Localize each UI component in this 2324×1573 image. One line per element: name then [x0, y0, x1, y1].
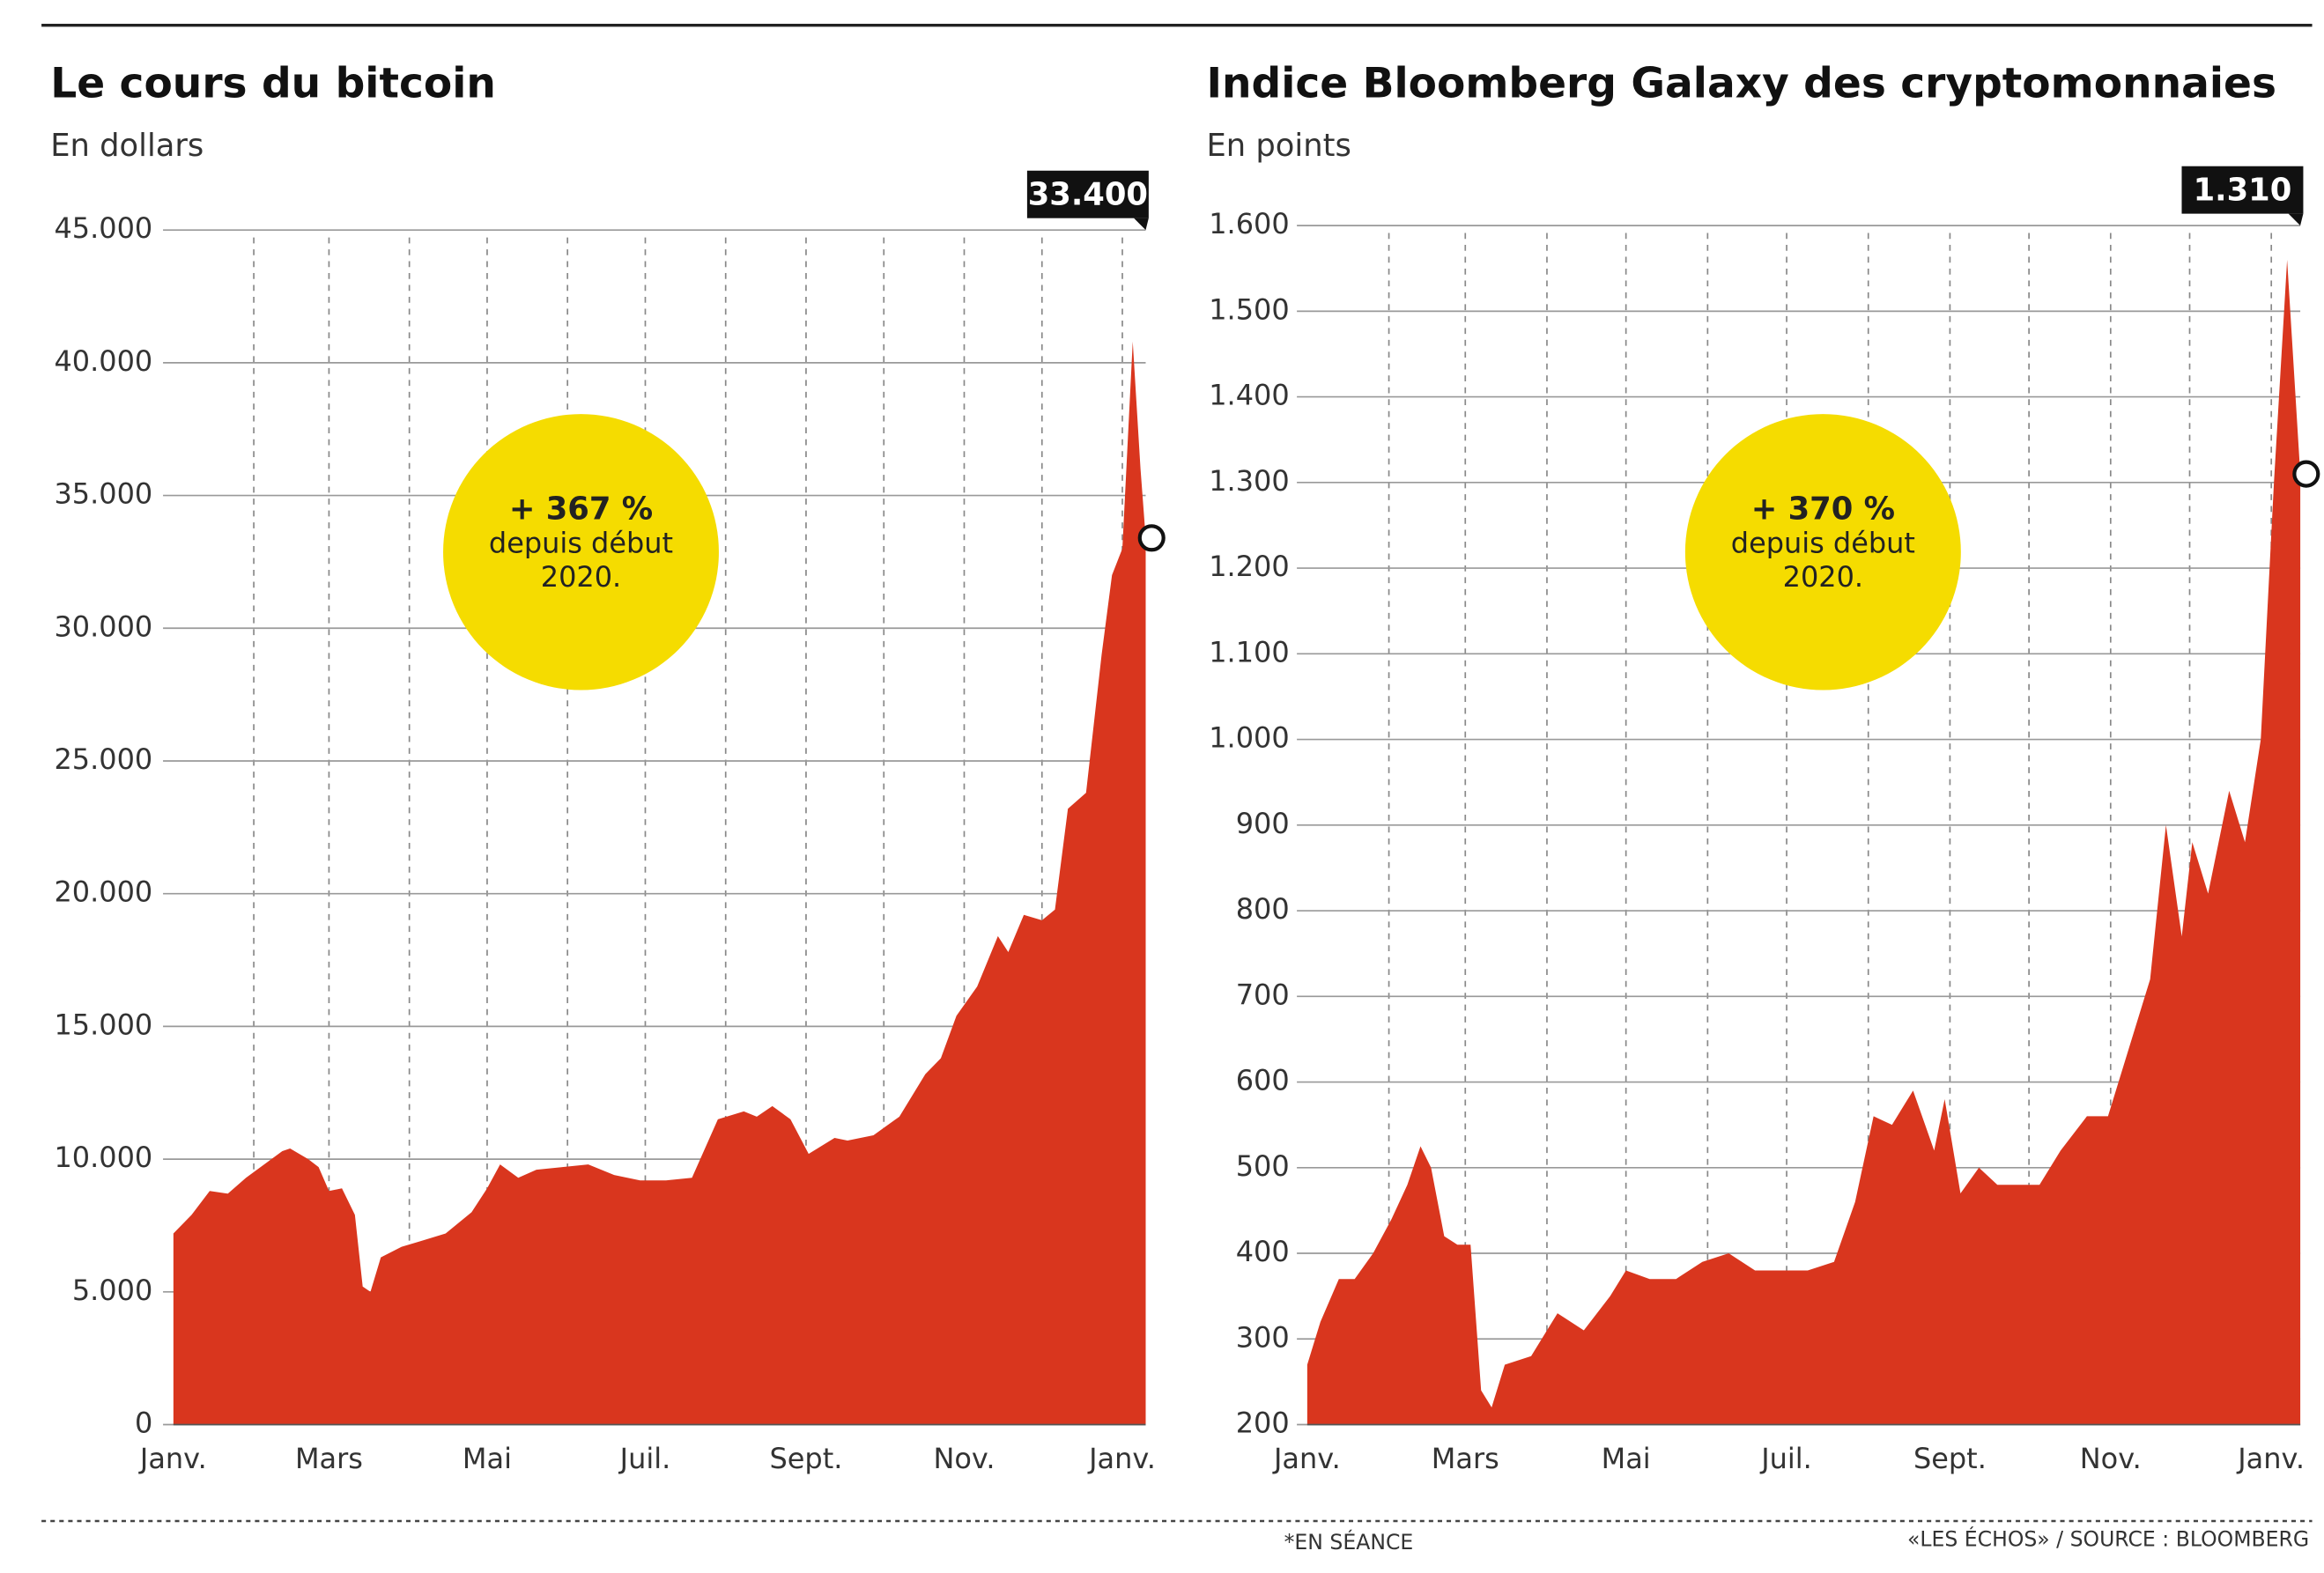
y-tick-label: 0 — [135, 1406, 152, 1439]
y-tick-label: 500 — [1236, 1149, 1290, 1183]
chart-title: Indice Bloomberg Galaxy des cryptomonnai… — [1206, 60, 2276, 108]
bubble-text: + 370 % — [1751, 491, 1895, 528]
chart-subtitle: En dollars — [50, 128, 204, 164]
callout-pointer — [1134, 218, 1149, 231]
source: «LES ÉCHOS» / SOURCE : BLOOMBERG — [1907, 1526, 2309, 1551]
bubble-text: 2020. — [1783, 560, 1863, 594]
marker — [1137, 524, 1166, 552]
x-tick-label: Janv. — [1087, 1442, 1156, 1475]
y-tick-label: 300 — [1236, 1320, 1290, 1354]
y-tick-label: 10.000 — [54, 1141, 152, 1174]
y-tick-label: 1.600 — [1209, 207, 1289, 240]
footnote: *EN SÉANCE — [1284, 1530, 1414, 1555]
y-tick-label: 600 — [1236, 1064, 1290, 1097]
y-tick-label: 1.300 — [1209, 464, 1289, 498]
chart-subtitle: En points — [1206, 128, 1351, 164]
x-tick-label: Juil. — [618, 1442, 671, 1475]
callout-pointer — [2288, 213, 2304, 226]
x-tick-label: Nov. — [2080, 1442, 2142, 1475]
x-tick-label: Mars — [295, 1442, 363, 1475]
x-tick-label: Mai — [463, 1442, 512, 1475]
x-tick-label: Sept. — [1913, 1442, 1987, 1475]
bubble-text: 2020. — [541, 560, 621, 594]
bubble — [1684, 414, 1961, 690]
y-tick-label: 35.000 — [54, 477, 152, 511]
x-tick-label: Janv. — [1272, 1442, 1341, 1475]
y-tick-label: 1.200 — [1209, 550, 1289, 583]
y-tick-label: 1.000 — [1209, 721, 1289, 755]
y-tick-label: 1.100 — [1209, 635, 1289, 668]
y-tick-label: 20.000 — [54, 875, 152, 909]
y-tick-label: 400 — [1236, 1235, 1290, 1268]
x-tick-label: Nov. — [933, 1442, 995, 1475]
area — [173, 341, 1146, 1425]
callout-box — [2181, 166, 2304, 214]
y-tick-label: 15.000 — [54, 1008, 152, 1041]
y-tick-label: 45.000 — [54, 211, 152, 245]
x-tick-label: Sept. — [770, 1442, 843, 1475]
y-tick-label: 1.400 — [1209, 379, 1289, 412]
chart-title: Le cours du bitcoin — [50, 60, 496, 108]
bubble-text: depuis début — [1731, 526, 1915, 559]
area — [1306, 260, 2301, 1425]
y-tick-label: 800 — [1236, 892, 1290, 926]
x-tick-label: Mars — [1432, 1442, 1499, 1475]
y-tick-label: 900 — [1236, 807, 1290, 840]
y-tick-label: 700 — [1236, 978, 1290, 1011]
bubble-text: + 367 % — [509, 491, 653, 528]
bubble-text: depuis début — [489, 526, 673, 559]
y-tick-label: 200 — [1236, 1406, 1290, 1439]
bubble — [443, 414, 719, 690]
y-tick-label: 25.000 — [54, 742, 152, 776]
x-tick-label: Janv. — [138, 1442, 207, 1475]
y-tick-label: 40.000 — [54, 344, 152, 378]
x-tick-label: Janv. — [2236, 1442, 2305, 1475]
x-tick-label: Juil. — [1759, 1442, 1812, 1475]
y-tick-label: 1.500 — [1209, 292, 1289, 326]
callout-box — [1026, 170, 1149, 218]
marker — [2292, 460, 2320, 488]
y-tick-label: 5.000 — [72, 1274, 152, 1307]
y-tick-label: 30.000 — [54, 609, 152, 643]
x-tick-label: Mai — [1602, 1442, 1651, 1475]
callout-label: 33.400 — [1028, 176, 1148, 212]
callout-label: 1.310 — [2194, 172, 2292, 208]
